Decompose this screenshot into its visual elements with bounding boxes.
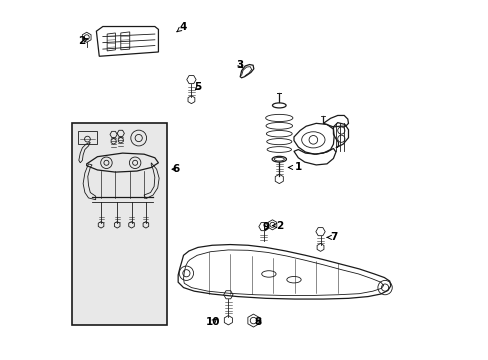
Text: 1: 1: [288, 162, 301, 172]
Text: 4: 4: [177, 22, 187, 32]
Text: 9: 9: [262, 222, 269, 231]
Text: 8: 8: [254, 317, 261, 327]
Text: 7: 7: [326, 232, 337, 242]
Text: 10: 10: [205, 317, 220, 327]
Text: 6: 6: [172, 164, 180, 174]
Text: 2: 2: [272, 221, 283, 230]
Bar: [78, 131, 97, 144]
Text: 3: 3: [236, 60, 244, 70]
Text: 2: 2: [78, 36, 88, 46]
Bar: [72, 123, 167, 325]
Text: 5: 5: [194, 82, 201, 93]
